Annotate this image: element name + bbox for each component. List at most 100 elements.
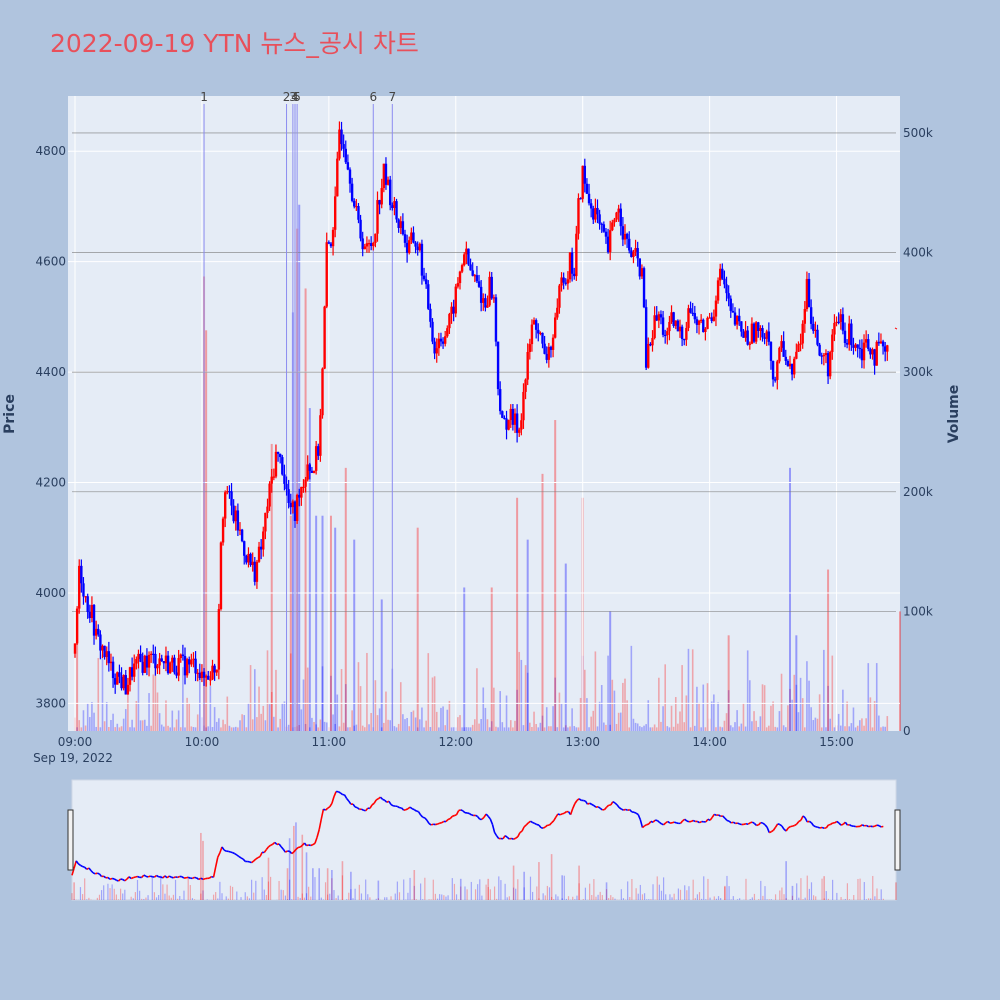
volume-bar [636, 723, 639, 731]
range-slider-volume-bar [724, 885, 726, 900]
range-slider-price-line [576, 798, 580, 802]
volume-bar [691, 649, 694, 731]
range-slider-price-line [371, 802, 375, 806]
range-slider-price-line [234, 852, 238, 856]
range-slider-right-handle[interactable] [894, 809, 901, 871]
volume-bar [135, 700, 138, 731]
candle-body [712, 316, 716, 321]
volume-bar [818, 694, 821, 731]
candle-body [162, 661, 166, 664]
candle-body [429, 308, 432, 322]
range-slider-volume-bar [595, 896, 597, 900]
range-slider-price-line [538, 824, 542, 829]
candle-body [259, 546, 263, 550]
range-slider-price-line [722, 815, 726, 819]
volume-bar [776, 727, 779, 731]
volume-bar [127, 690, 129, 731]
candle-body [367, 243, 371, 245]
volume-bar [499, 691, 501, 731]
candle-body [255, 561, 259, 582]
volume-bar [93, 712, 95, 731]
candle-body [621, 226, 625, 240]
range-slider-price-line [228, 850, 231, 853]
range-slider-volume-bar [523, 871, 525, 900]
volume-bar [770, 705, 772, 731]
range-slider-volume-bar [166, 884, 168, 900]
range-slider-volume-bar [390, 896, 392, 900]
range-slider-volume-bar [139, 890, 141, 900]
range-slider-volume-bar [221, 893, 223, 900]
volume-bar [205, 727, 207, 731]
volume-bar [736, 710, 738, 731]
range-slider-volume-bar [785, 861, 787, 900]
range-slider-price-line [808, 820, 812, 824]
volume-bar [383, 722, 385, 731]
volume-bar [753, 711, 755, 731]
candle-body [649, 343, 652, 346]
candle-body [826, 353, 830, 377]
range-slider-price-line [143, 874, 147, 878]
candle-body [154, 653, 157, 669]
candle-body [848, 323, 851, 345]
volume-bar [277, 727, 279, 731]
volume-bar [765, 727, 768, 731]
volume-bar [459, 715, 461, 731]
volume-bar [550, 726, 552, 731]
candle-body [133, 663, 136, 677]
candle-body [236, 510, 240, 531]
range-slider-volume-bar [109, 888, 111, 900]
candle-body [270, 476, 273, 484]
range-slider-price-line [749, 821, 753, 824]
range-slider-volume-bar [863, 882, 865, 900]
price-tick-label: 4800 [35, 144, 66, 158]
volume-bar [342, 722, 345, 731]
volume-bar [78, 720, 81, 731]
range-slider-price-line [764, 824, 768, 828]
candle-body [454, 286, 457, 314]
volume-bar [463, 727, 466, 731]
range-slider-volume-bar [485, 884, 487, 900]
volume-bar [757, 727, 760, 731]
range-slider-volume-bar [244, 892, 246, 900]
range-slider-left-handle[interactable] [67, 809, 74, 871]
range-slider-price-line [620, 808, 624, 811]
volume-bar [182, 667, 184, 731]
candle-body [710, 317, 713, 321]
range-slider-price-line [320, 808, 325, 820]
range-slider-price-line [255, 857, 259, 860]
candle-body [469, 264, 472, 271]
candle-body [124, 675, 127, 695]
candle-body [401, 221, 405, 235]
volume-bar [260, 713, 262, 731]
range-slider-price-line [471, 814, 474, 817]
main-plot-area[interactable] [68, 96, 900, 731]
candle-body [820, 355, 823, 357]
volume-bar [289, 653, 292, 731]
candle-body [577, 198, 580, 234]
range-slider-volume-bar [248, 898, 251, 900]
range-slider-price-line [870, 825, 873, 828]
candle-body [253, 561, 257, 582]
range-slider-price-line [589, 802, 593, 806]
price-tick-label: 3800 [35, 696, 66, 710]
candle-body [757, 322, 760, 331]
candle-body [843, 330, 847, 344]
range-slider-price-line [198, 877, 202, 881]
range-slider-price-line [493, 831, 498, 837]
range-slider-price-line [268, 844, 272, 848]
volume-bar [524, 665, 527, 731]
volume-bar [723, 720, 726, 731]
range-slider-volume-bar [874, 896, 876, 900]
range-slider-volume-bar [227, 898, 229, 900]
range-slider-volume-bar [424, 877, 426, 900]
volume-bar [186, 697, 188, 731]
range-slider-price-line [303, 842, 308, 847]
candle-body [450, 306, 453, 315]
range-slider-price-line [504, 835, 508, 838]
volume-bar [710, 701, 713, 731]
volume-bar [490, 721, 493, 731]
range-slider[interactable] [67, 779, 901, 901]
candle-body [537, 329, 540, 334]
range-slider-volume-bar [398, 892, 401, 900]
